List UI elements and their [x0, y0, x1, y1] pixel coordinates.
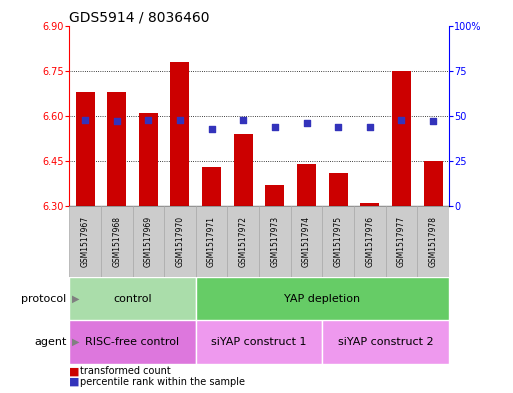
Bar [392, 71, 411, 206]
Bar [132, 206, 164, 277]
Text: ▶: ▶ [72, 294, 80, 304]
Text: GSM1517975: GSM1517975 [333, 216, 343, 267]
Text: protocol: protocol [22, 294, 67, 304]
Text: GSM1517978: GSM1517978 [428, 216, 438, 267]
Text: GSM1517974: GSM1517974 [302, 216, 311, 267]
Text: GSM1517970: GSM1517970 [175, 216, 185, 267]
Text: GDS5914 / 8036460: GDS5914 / 8036460 [69, 10, 210, 24]
Text: GSM1517971: GSM1517971 [207, 216, 216, 267]
Text: control: control [113, 294, 152, 304]
Point [144, 116, 152, 123]
Point [334, 124, 342, 130]
Text: GSM1517973: GSM1517973 [270, 216, 280, 267]
Bar [227, 206, 259, 277]
Bar [170, 62, 189, 206]
Bar [259, 206, 291, 277]
Point [397, 116, 405, 123]
Bar [202, 167, 221, 206]
Bar [322, 320, 449, 364]
Text: ■: ■ [69, 366, 80, 376]
Text: GSM1517977: GSM1517977 [397, 216, 406, 267]
Bar [69, 320, 196, 364]
Text: GSM1517976: GSM1517976 [365, 216, 374, 267]
Bar [360, 203, 379, 206]
Text: GSM1517972: GSM1517972 [239, 216, 248, 267]
Text: percentile rank within the sample: percentile rank within the sample [80, 377, 245, 387]
Text: YAP depletion: YAP depletion [284, 294, 361, 304]
Bar [265, 185, 284, 206]
Bar [322, 206, 354, 277]
Point [429, 118, 437, 125]
Bar [69, 206, 101, 277]
Point [176, 116, 184, 123]
Text: siYAP construct 2: siYAP construct 2 [338, 337, 433, 347]
Bar [75, 92, 94, 206]
Point [239, 116, 247, 123]
Point [113, 118, 121, 125]
Text: transformed count: transformed count [80, 366, 170, 376]
Text: siYAP construct 1: siYAP construct 1 [211, 337, 307, 347]
Bar [417, 206, 449, 277]
Bar [69, 277, 196, 320]
Bar [196, 277, 449, 320]
Bar [291, 206, 322, 277]
Text: agent: agent [34, 337, 67, 347]
Point [366, 124, 374, 130]
Text: ■: ■ [69, 377, 80, 387]
Bar [196, 206, 227, 277]
Bar [386, 206, 417, 277]
Bar [424, 161, 443, 206]
Bar [297, 164, 316, 206]
Point [302, 120, 310, 126]
Bar [329, 173, 348, 206]
Bar [107, 92, 126, 206]
Point [271, 124, 279, 130]
Bar [354, 206, 386, 277]
Bar [196, 320, 322, 364]
Text: GSM1517968: GSM1517968 [112, 216, 121, 267]
Point [207, 125, 215, 132]
Text: ▶: ▶ [72, 337, 80, 347]
Bar [234, 134, 253, 206]
Text: RISC-free control: RISC-free control [86, 337, 180, 347]
Text: GSM1517969: GSM1517969 [144, 216, 153, 267]
Bar [101, 206, 132, 277]
Point [81, 116, 89, 123]
Text: GSM1517967: GSM1517967 [81, 216, 90, 267]
Bar [139, 113, 158, 206]
Bar [164, 206, 196, 277]
